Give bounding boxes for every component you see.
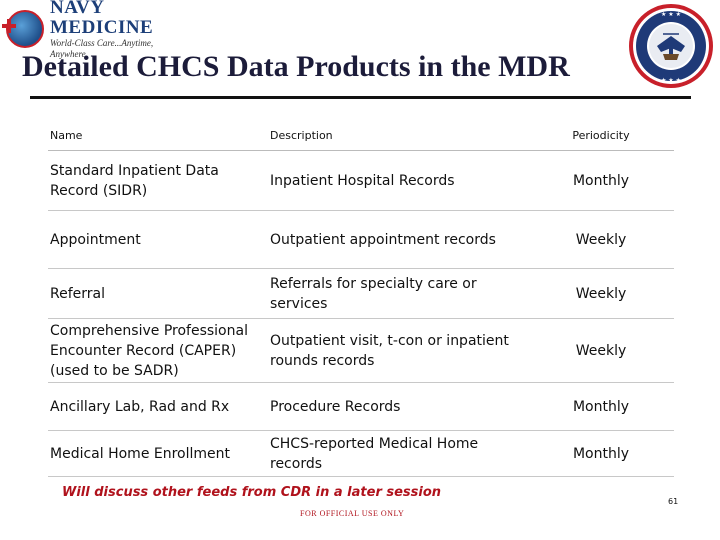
product-periodicity: Weekly xyxy=(528,318,674,383)
column-header-description: Description xyxy=(268,120,528,151)
svg-text:★ ★ ★: ★ ★ ★ xyxy=(661,11,681,18)
navy-medicine-emblem-icon xyxy=(2,10,44,48)
product-name: Comprehensive Professional Encounter Rec… xyxy=(48,318,268,383)
product-name: Medical Home Enrollment xyxy=(48,430,268,477)
page-number: 61 xyxy=(668,497,679,506)
footnote: Will discuss other feeds from CDR in a l… xyxy=(62,485,442,500)
product-description: Referrals for specialty care or services xyxy=(268,268,528,319)
page-title: Detailed CHCS Data Products in the MDR xyxy=(22,50,570,83)
table-header-row: Name Description Periodicity xyxy=(48,120,674,151)
product-description: Outpatient visit, t-con or inpatient rou… xyxy=(268,318,528,383)
navy-medicine-logo: NAVY MEDICINE World-Class Care...Anytime… xyxy=(2,0,153,59)
product-description: Outpatient appointment records xyxy=(268,210,528,269)
table-row: Medical Home Enrollment CHCS-reported Me… xyxy=(48,430,674,477)
logo-title: NAVY MEDICINE xyxy=(50,0,154,38)
column-header-periodicity: Periodicity xyxy=(528,120,674,151)
product-name: Referral xyxy=(48,268,268,319)
product-periodicity: Monthly xyxy=(528,382,674,431)
column-header-name: Name xyxy=(48,120,268,151)
product-description: Procedure Records xyxy=(268,382,528,431)
table-row: Standard Inpatient Data Record (SIDR) In… xyxy=(48,150,674,211)
logo-tagline: World-Class Care...Anytime, Anywhere xyxy=(50,38,154,59)
product-periodicity: Weekly xyxy=(528,268,674,319)
logo-text: NAVY MEDICINE World-Class Care...Anytime… xyxy=(50,0,153,60)
data-products-table: Name Description Periodicity Standard In… xyxy=(48,120,674,477)
product-periodicity: Monthly xyxy=(528,150,674,211)
table-row: Appointment Outpatient appointment recor… xyxy=(48,210,674,269)
product-description: CHCS-reported Medical Home records xyxy=(268,430,528,477)
product-name: Ancillary Lab, Rad and Rx xyxy=(48,382,268,431)
svg-text:★ ★ ★: ★ ★ ★ xyxy=(661,77,681,84)
title-divider xyxy=(30,96,691,99)
table-row: Referral Referrals for specialty care or… xyxy=(48,268,674,319)
product-name: Standard Inpatient Data Record (SIDR) xyxy=(48,150,268,211)
product-name: Appointment xyxy=(48,210,268,269)
classification-marking: FOR OFFICIAL USE ONLY xyxy=(300,509,405,518)
product-periodicity: Monthly xyxy=(528,430,674,477)
table-row: Ancillary Lab, Rad and Rx Procedure Reco… xyxy=(48,382,674,431)
department-of-navy-seal-icon: ★ ★ ★ ★ ★ ★ xyxy=(629,4,713,88)
table-row: Comprehensive Professional Encounter Rec… xyxy=(48,318,674,383)
product-description: Inpatient Hospital Records xyxy=(268,150,528,211)
product-periodicity: Weekly xyxy=(528,210,674,269)
